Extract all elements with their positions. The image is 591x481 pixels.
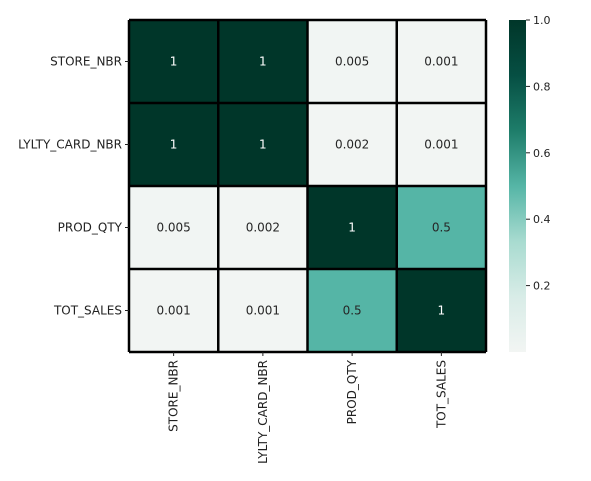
colorbar-tick-label: 0.4 [533,213,551,226]
heatmap-cell-label-r0-c3: 0.001 [424,55,458,69]
heatmap-cell-label-r2-c1: 0.002 [246,221,280,235]
heatmap-annotations: 1 1 0.005 0.001 1 1 0.002 0.001 0.005 0.002 1 0.5 0.… [156,55,458,318]
heatmap-cell-r2-c1 [218,186,308,269]
heatmap-cell-r1-c2 [307,103,397,186]
heatmap-cell-r1-c0 [129,103,219,186]
heatmap-cell-r2-c0 [129,186,219,269]
y-tick-label: PROD_QTY [58,221,123,235]
x-axis-ticks: STORE_NBR LYLTY_CARD_NBR PROD_QTY TOT_SALES [167,352,448,464]
y-tick-label: LYLTY_CARD_NBR [18,138,122,152]
y-tick-label: TOT_SALES [53,304,122,318]
heatmap-cell-r1-c3 [396,103,486,186]
heatmap-cell-label-r1-c0: 1 [170,138,178,152]
heatmap-cell-label-r2-c0: 0.005 [156,221,190,235]
heatmap-cell-borders [127,18,488,354]
heatmap-cell-r3-c3 [396,269,486,352]
heatmap-cell-r0-c2 [307,20,397,103]
y-tick-label: STORE_NBR [50,55,122,69]
heatmap-cell-label-r3-c3: 1 [438,304,446,318]
x-tick-label: LYLTY_CARD_NBR [256,360,270,464]
heatmap-cell-r1-c1 [218,103,308,186]
heatmap-cell-r3-c2 [307,269,397,352]
colorbar: 0.2 0.4 0.6 0.8 1.0 [509,14,551,352]
heatmap-cells [129,20,486,352]
heatmap-cell-r2-c3 [396,186,486,269]
heatmap-cell-r0-c3 [396,20,486,103]
x-tick-label: TOT_SALES [434,360,448,429]
heatmap-cell-label-r0-c1: 1 [259,55,267,69]
heatmap-cell-r3-c0 [129,269,219,352]
y-axis-ticks: STORE_NBR LYLTY_CARD_NBR PROD_QTY TOT_SALES [18,55,129,318]
heatmap-cell-label-r1-c3: 0.001 [424,138,458,152]
heatmap-cell-label-r3-c1: 0.001 [246,304,280,318]
x-tick-label: STORE_NBR [167,360,181,432]
heatmap-cell-r2-c2 [307,186,397,269]
colorbar-gradient [509,20,526,352]
heatmap-cell-label-r2-c2: 1 [348,221,356,235]
colorbar-tick-label: 0.2 [533,280,551,293]
heatmap-cell-label-r1-c1: 1 [259,138,267,152]
colorbar-tick-label: 0.6 [533,147,551,160]
heatmap-cell-label-r0-c0: 1 [170,55,178,69]
heatmap-cell-r0-c0 [129,20,219,103]
colorbar-tick-label: 1.0 [533,14,551,27]
heatmap-cell-label-r0-c2: 0.005 [335,55,369,69]
heatmap-cell-label-r3-c0: 0.001 [156,304,190,318]
x-tick-label: PROD_QTY [345,359,359,424]
heatmap-cell-label-r3-c2: 0.5 [343,304,362,318]
colorbar-tick-label: 0.8 [533,80,551,93]
heatmap-cell-r0-c1 [218,20,308,103]
heatmap-cell-label-r1-c2: 0.002 [335,138,369,152]
heatmap-cell-label-r2-c3: 0.5 [432,221,451,235]
heatmap-cell-r3-c1 [218,269,308,352]
